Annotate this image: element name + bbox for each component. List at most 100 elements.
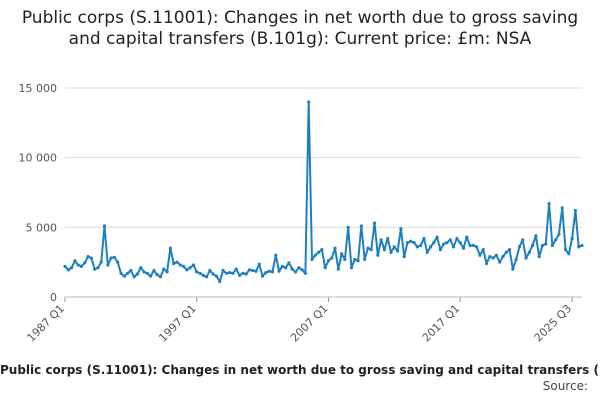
- data-point[interactable]: [521, 238, 525, 242]
- data-point[interactable]: [320, 248, 324, 252]
- data-point[interactable]: [155, 273, 159, 277]
- data-point[interactable]: [471, 243, 475, 248]
- data-point[interactable]: [251, 268, 255, 273]
- data-point[interactable]: [405, 241, 410, 245]
- data-point[interactable]: [125, 271, 130, 275]
- data-point[interactable]: [376, 253, 380, 257]
- data-point[interactable]: [514, 257, 518, 261]
- data-point[interactable]: [69, 266, 74, 270]
- data-point[interactable]: [326, 259, 331, 263]
- data-point[interactable]: [112, 255, 116, 259]
- data-point[interactable]: [369, 248, 373, 252]
- data-point[interactable]: [491, 256, 495, 260]
- data-point[interactable]: [198, 271, 202, 275]
- data-point[interactable]: [83, 261, 87, 265]
- data-point[interactable]: [264, 271, 268, 275]
- data-point[interactable]: [356, 259, 360, 263]
- data-point[interactable]: [363, 257, 367, 261]
- data-point[interactable]: [63, 264, 67, 268]
- data-point[interactable]: [284, 266, 288, 270]
- data-point[interactable]: [468, 243, 472, 248]
- data-point[interactable]: [379, 238, 383, 242]
- data-point[interactable]: [260, 274, 265, 278]
- data-point[interactable]: [73, 259, 77, 263]
- data-point[interactable]: [438, 248, 442, 252]
- data-point[interactable]: [195, 270, 199, 274]
- data-point[interactable]: [218, 280, 222, 284]
- data-point[interactable]: [316, 250, 321, 255]
- data-point[interactable]: [372, 221, 377, 225]
- data-point[interactable]: [175, 260, 179, 264]
- data-point[interactable]: [86, 254, 90, 259]
- data-point[interactable]: [257, 262, 261, 266]
- data-point[interactable]: [313, 253, 317, 257]
- data-point[interactable]: [425, 250, 429, 255]
- data-point[interactable]: [501, 254, 505, 259]
- data-point[interactable]: [152, 268, 156, 273]
- data-point[interactable]: [135, 272, 140, 276]
- data-point[interactable]: [224, 271, 228, 275]
- data-point[interactable]: [524, 256, 528, 260]
- data-point[interactable]: [188, 266, 192, 270]
- data-point[interactable]: [178, 263, 182, 267]
- data-point[interactable]: [297, 266, 301, 270]
- data-point[interactable]: [165, 270, 169, 274]
- data-point[interactable]: [461, 246, 466, 250]
- data-point[interactable]: [422, 236, 426, 241]
- data-point[interactable]: [475, 245, 479, 249]
- data-point[interactable]: [343, 257, 347, 261]
- data-point[interactable]: [109, 256, 113, 260]
- data-point[interactable]: [254, 269, 258, 273]
- data-point[interactable]: [158, 275, 163, 279]
- data-point[interactable]: [287, 261, 291, 265]
- data-point[interactable]: [270, 270, 275, 274]
- data-point[interactable]: [149, 274, 153, 278]
- data-point[interactable]: [507, 248, 512, 252]
- data-point[interactable]: [458, 241, 462, 245]
- data-point[interactable]: [570, 236, 574, 241]
- data-point[interactable]: [359, 224, 363, 228]
- data-point[interactable]: [498, 260, 502, 264]
- data-point[interactable]: [481, 248, 485, 252]
- data-point[interactable]: [280, 264, 284, 268]
- data-point[interactable]: [221, 268, 225, 273]
- data-point[interactable]: [237, 273, 242, 277]
- data-point[interactable]: [484, 261, 489, 266]
- data-point[interactable]: [330, 256, 334, 260]
- data-point[interactable]: [274, 253, 278, 257]
- data-point[interactable]: [451, 245, 456, 249]
- data-point[interactable]: [573, 209, 578, 213]
- data-point[interactable]: [340, 252, 344, 256]
- data-point[interactable]: [442, 242, 446, 246]
- data-point[interactable]: [66, 268, 70, 272]
- data-point[interactable]: [300, 268, 304, 272]
- data-point[interactable]: [353, 257, 357, 261]
- data-point[interactable]: [382, 248, 387, 252]
- data-point[interactable]: [290, 267, 294, 271]
- data-point[interactable]: [534, 234, 538, 238]
- data-point[interactable]: [323, 266, 327, 270]
- data-point[interactable]: [517, 245, 522, 249]
- data-point[interactable]: [366, 246, 370, 250]
- data-point[interactable]: [402, 254, 406, 259]
- data-point[interactable]: [129, 268, 133, 273]
- data-point[interactable]: [560, 206, 564, 210]
- data-point[interactable]: [267, 269, 271, 273]
- data-point[interactable]: [307, 100, 311, 104]
- data-point[interactable]: [247, 268, 252, 272]
- data-point[interactable]: [333, 246, 337, 250]
- data-point[interactable]: [419, 243, 423, 248]
- data-point[interactable]: [557, 232, 561, 236]
- data-point[interactable]: [132, 275, 136, 279]
- data-point[interactable]: [511, 267, 515, 271]
- data-point[interactable]: [244, 272, 248, 276]
- data-point[interactable]: [241, 271, 245, 275]
- data-point[interactable]: [580, 243, 584, 248]
- data-point[interactable]: [162, 267, 166, 271]
- data-point[interactable]: [392, 245, 396, 249]
- data-point[interactable]: [544, 242, 548, 246]
- data-point[interactable]: [478, 253, 482, 257]
- data-point[interactable]: [106, 263, 110, 267]
- data-point[interactable]: [395, 249, 400, 253]
- data-point[interactable]: [389, 250, 393, 255]
